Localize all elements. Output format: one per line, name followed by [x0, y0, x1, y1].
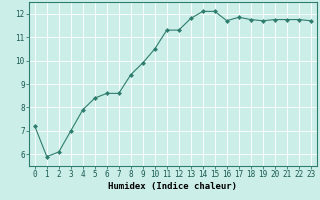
X-axis label: Humidex (Indice chaleur): Humidex (Indice chaleur): [108, 182, 237, 191]
